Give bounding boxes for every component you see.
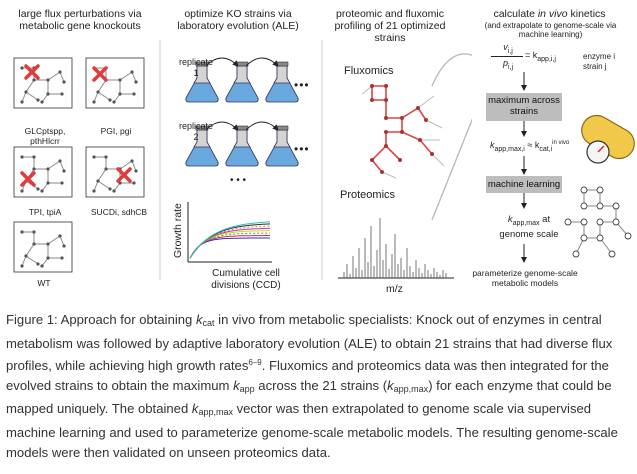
flux-variable: vi,j <box>503 42 513 55</box>
kapp-max-genome-label: kapp,max at genome scale <box>499 214 559 240</box>
network-pgi <box>85 57 145 109</box>
network-sucdi <box>85 146 145 198</box>
panel-dividers <box>159 40 323 280</box>
replicate-1-label: replicate 1 <box>178 57 214 78</box>
growth-curve-plot <box>187 202 272 263</box>
ellipsis-1: ••• <box>294 78 310 92</box>
mz-label: m/z <box>386 283 403 295</box>
flask-row-2 <box>185 121 299 167</box>
kinetics-flow <box>521 72 635 263</box>
max-across-strains-box: maximum across strains <box>486 93 562 121</box>
figure-caption: Figure 1: Approach for obtaining kcat in… <box>6 312 618 460</box>
cell-gauge-icon <box>581 114 635 164</box>
mass-spectrum <box>338 218 454 279</box>
fluxomics-label: Fluxomics <box>344 65 394 77</box>
replicate-2-label: replicate 2 <box>178 121 214 142</box>
panel4-title: calculate in vivo kinetics <box>493 8 606 20</box>
omics-panel <box>338 53 472 279</box>
flux-network <box>361 84 445 179</box>
ko-label-3: TPI, tpiA <box>28 207 62 217</box>
ko-label-2: PGI, pgi <box>100 126 132 136</box>
ccd-axis-label: Cumulative cell divisions (CCD) <box>211 268 281 291</box>
growth-line <box>189 237 270 259</box>
protein-variable: pi,j <box>502 58 514 71</box>
ko-label-5: WT <box>37 278 51 288</box>
figure: large flux perturbations via metabolic g… <box>13 8 635 295</box>
ellipsis-2: ••• <box>294 142 310 156</box>
network-glcptspp <box>13 57 73 109</box>
proteomics-label: Proteomics <box>340 189 396 201</box>
panel4-subtitle: (and extrapolate to genome-scale via mac… <box>484 21 617 39</box>
knockout-networks <box>13 57 145 273</box>
genome-scale-network <box>564 186 632 258</box>
ellipsis-3: • • • <box>230 175 247 186</box>
ko-label-4: SUCDi, sdhCB <box>90 207 148 217</box>
ko-label-1: GLCptspp, pthHlcrr <box>24 126 66 146</box>
growth-line <box>189 221 271 259</box>
ale-flasks <box>185 57 299 263</box>
kapp-max-equation: kapp,max,i ≈ kcat,iin vivo <box>490 140 570 153</box>
parameterize-models-label: parameterize genome-scale metabolic mode… <box>472 268 578 288</box>
panel2-title: optimize KO strains via laboratory evolu… <box>177 8 299 32</box>
flask-row-1 <box>185 57 299 103</box>
kapp-equation: = kapp,i,j <box>525 50 556 63</box>
panel1-title: large flux perturbations via metabolic g… <box>18 8 142 32</box>
fraction-bar <box>491 56 523 57</box>
network-wt <box>13 221 73 273</box>
network-tpi <box>13 146 73 198</box>
growth-line <box>189 232 270 259</box>
enzyme-strain-label: enzyme i strain j <box>583 52 616 71</box>
panel3-title: proteomic and fluxomic profiling of 21 o… <box>334 8 446 44</box>
machine-learning-box: machine learning <box>486 176 562 193</box>
